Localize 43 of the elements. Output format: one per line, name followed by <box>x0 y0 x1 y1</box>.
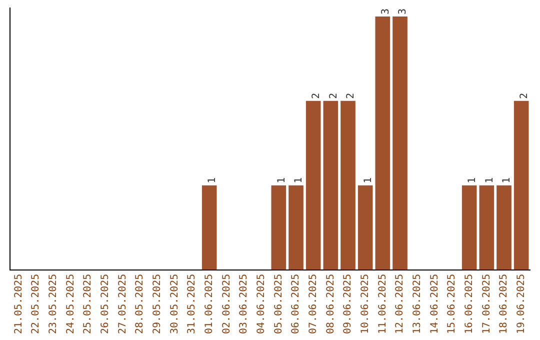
x-tick-label: 06.06.2025 <box>290 274 302 334</box>
data-label: 3 <box>380 8 392 14</box>
x-tick-label: 13.06.2025 <box>412 274 423 334</box>
data-label: 1 <box>466 177 478 184</box>
x-tick-label: 10.06.2025 <box>360 274 371 334</box>
data-label: 1 <box>276 177 288 184</box>
data-label: 1 <box>362 177 374 184</box>
x-tick-label: 11.06.2025 <box>377 274 388 334</box>
x-tick-label: 14.06.2025 <box>429 274 440 334</box>
x-tick-label: 19.06.2025 <box>516 274 527 334</box>
x-tick-label: 17.06.2025 <box>481 274 492 334</box>
x-tick-label: 05.06.2025 <box>273 274 284 334</box>
x-tick-label: 12.06.2025 <box>394 274 406 334</box>
data-label: 2 <box>346 92 357 99</box>
x-tick-label: 29.05.2025 <box>152 274 163 334</box>
x-tick-label: 23.05.2025 <box>48 274 59 334</box>
x-tick-label: 15.06.2025 <box>446 274 458 334</box>
data-label: 3 <box>398 8 409 14</box>
data-label: 1 <box>294 177 305 184</box>
x-tick-label: 22.05.2025 <box>30 274 42 334</box>
x-tick-label: 26.05.2025 <box>100 274 111 334</box>
data-label: 1 <box>206 177 218 184</box>
x-tick-label: 08.06.2025 <box>325 274 336 334</box>
x-tick-label: 09.06.2025 <box>342 274 354 334</box>
x-tick-label: 28.05.2025 <box>134 274 146 334</box>
x-tick-label: 18.06.2025 <box>498 274 510 334</box>
data-label: 1 <box>484 177 496 184</box>
x-tick-label: 16.06.2025 <box>464 274 475 334</box>
x-tick-label: 31.05.2025 <box>186 274 198 334</box>
x-tick-label: 21.05.2025 <box>13 274 24 334</box>
x-tick-label: 03.06.2025 <box>238 274 250 334</box>
x-tick-label: 01.06.2025 <box>204 274 215 334</box>
x-tick-label: 30.05.2025 <box>169 274 180 334</box>
x-tick-label: 02.06.2025 <box>221 274 232 334</box>
x-tick-label: 25.05.2025 <box>82 274 94 334</box>
data-label: 2 <box>310 92 322 99</box>
x-tick-label: 04.06.2025 <box>256 274 267 334</box>
data-label: 2 <box>518 92 530 99</box>
x-tick-label: 27.05.2025 <box>117 274 128 334</box>
x-tick-label: 24.05.2025 <box>65 274 76 334</box>
x-tick-label: 07.06.2025 <box>308 274 319 334</box>
data-label: 1 <box>502 177 513 184</box>
data-label: 2 <box>328 92 340 99</box>
